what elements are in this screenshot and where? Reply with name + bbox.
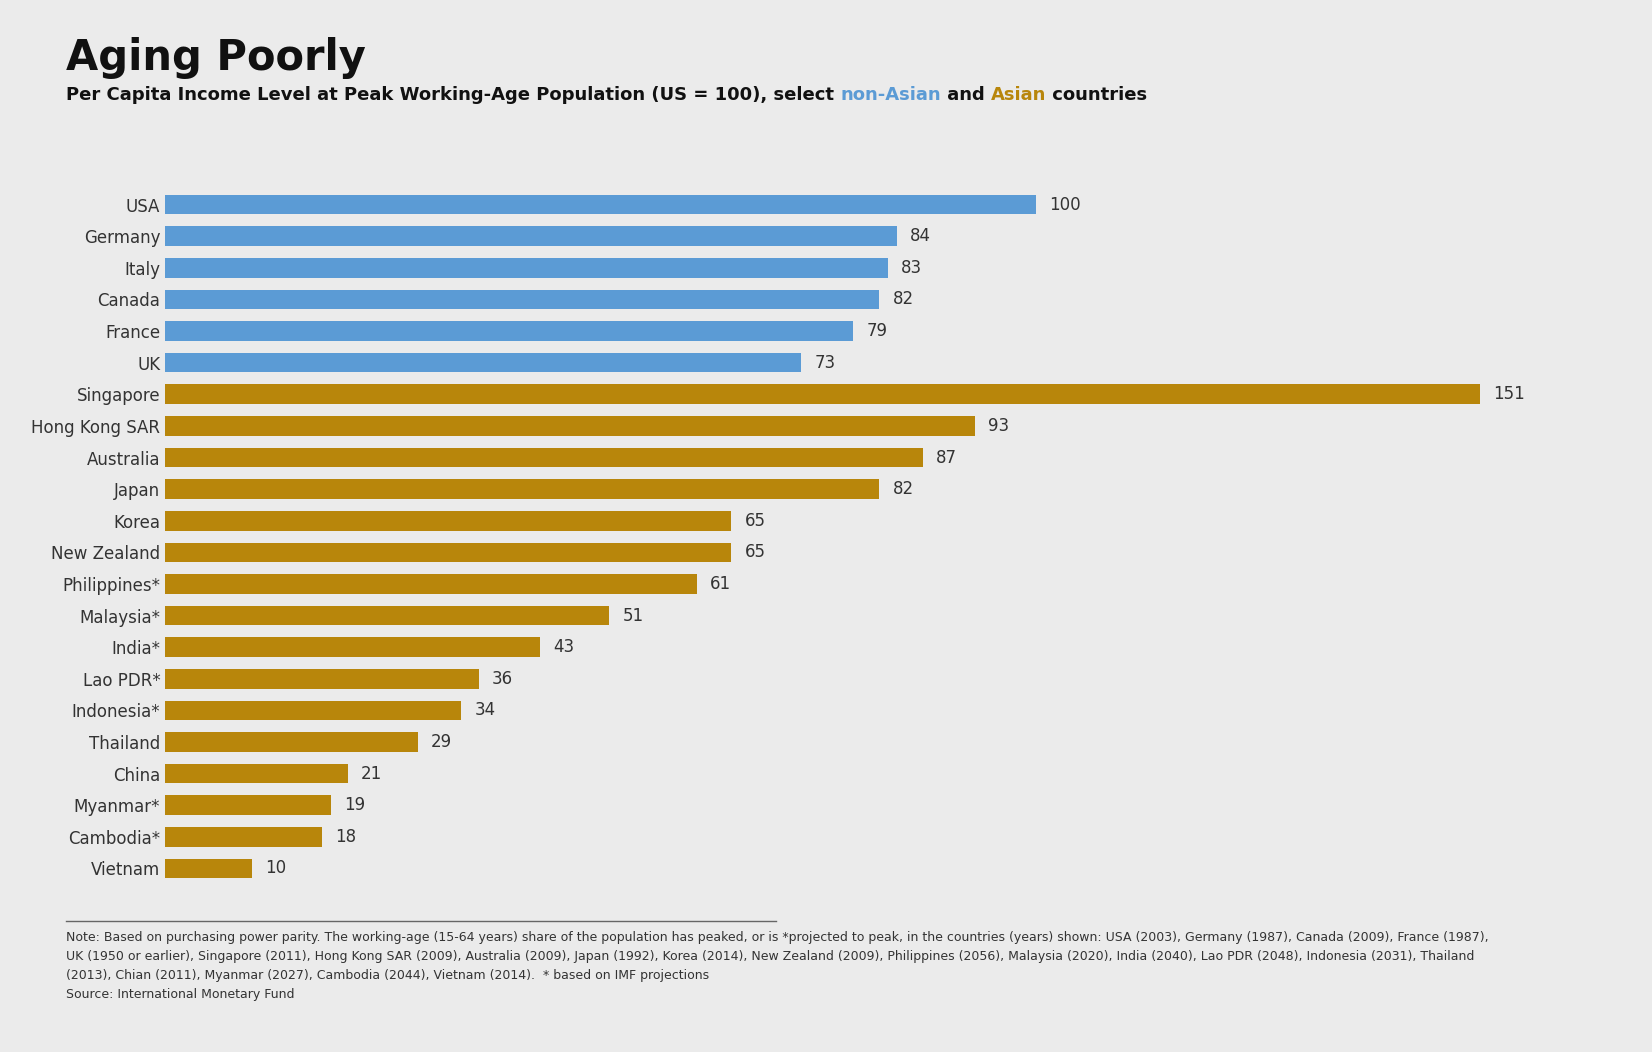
Text: UK (1950 or earlier), Singapore (2011), Hong Kong SAR (2009), Australia (2009), : UK (1950 or earlier), Singapore (2011), … (66, 950, 1475, 963)
Text: 65: 65 (745, 511, 765, 530)
Bar (165, 543, 732, 562)
Text: 84: 84 (910, 227, 932, 245)
Bar (165, 226, 897, 246)
Text: 93: 93 (988, 417, 1009, 434)
Text: 19: 19 (344, 796, 365, 814)
Text: 29: 29 (431, 733, 453, 751)
Text: 36: 36 (492, 670, 514, 688)
Bar (165, 352, 801, 372)
Bar (165, 669, 479, 689)
Bar (165, 795, 330, 815)
Bar (165, 289, 879, 309)
Text: Per Capita Income Level at Peak Working-Age Population (US = 100), select: Per Capita Income Level at Peak Working-… (66, 86, 841, 104)
Bar (165, 417, 975, 436)
Text: 79: 79 (866, 322, 887, 340)
Text: 43: 43 (553, 639, 573, 656)
Text: 51: 51 (623, 607, 644, 625)
Text: Note: Based on purchasing power parity. The working-age (15-64 years) share of t: Note: Based on purchasing power parity. … (66, 931, 1488, 944)
Text: and: and (942, 86, 991, 104)
Text: 18: 18 (335, 828, 357, 846)
Bar (165, 511, 732, 530)
Bar (165, 764, 349, 784)
Text: 65: 65 (745, 543, 765, 562)
Bar (165, 195, 1036, 215)
Bar (165, 606, 610, 625)
Text: 61: 61 (710, 575, 730, 593)
Text: 100: 100 (1049, 196, 1080, 214)
Bar (165, 732, 418, 752)
Bar (165, 638, 540, 656)
Bar (165, 858, 253, 878)
Bar (165, 321, 854, 341)
Bar (165, 448, 923, 467)
Text: (2013), Chian (2011), Myanmar (2027), Cambodia (2044), Vietnam (2014).  * based : (2013), Chian (2011), Myanmar (2027), Ca… (66, 969, 709, 982)
Text: 151: 151 (1493, 385, 1525, 403)
Bar (165, 258, 889, 278)
Text: 73: 73 (814, 353, 836, 371)
Text: 82: 82 (892, 480, 914, 498)
Text: countries: countries (1046, 86, 1148, 104)
Bar (165, 827, 322, 847)
Text: 82: 82 (892, 290, 914, 308)
Text: Asian: Asian (991, 86, 1046, 104)
Text: 83: 83 (902, 259, 922, 277)
Text: 34: 34 (474, 702, 496, 720)
Text: Aging Poorly: Aging Poorly (66, 37, 367, 79)
Bar (165, 384, 1480, 404)
Bar (165, 701, 461, 721)
Text: 87: 87 (937, 448, 957, 466)
Text: 21: 21 (362, 765, 382, 783)
Text: non-Asian: non-Asian (841, 86, 942, 104)
Text: Source: International Monetary Fund: Source: International Monetary Fund (66, 988, 294, 1000)
Text: 10: 10 (266, 859, 286, 877)
Bar (165, 480, 879, 499)
Bar (165, 574, 697, 593)
